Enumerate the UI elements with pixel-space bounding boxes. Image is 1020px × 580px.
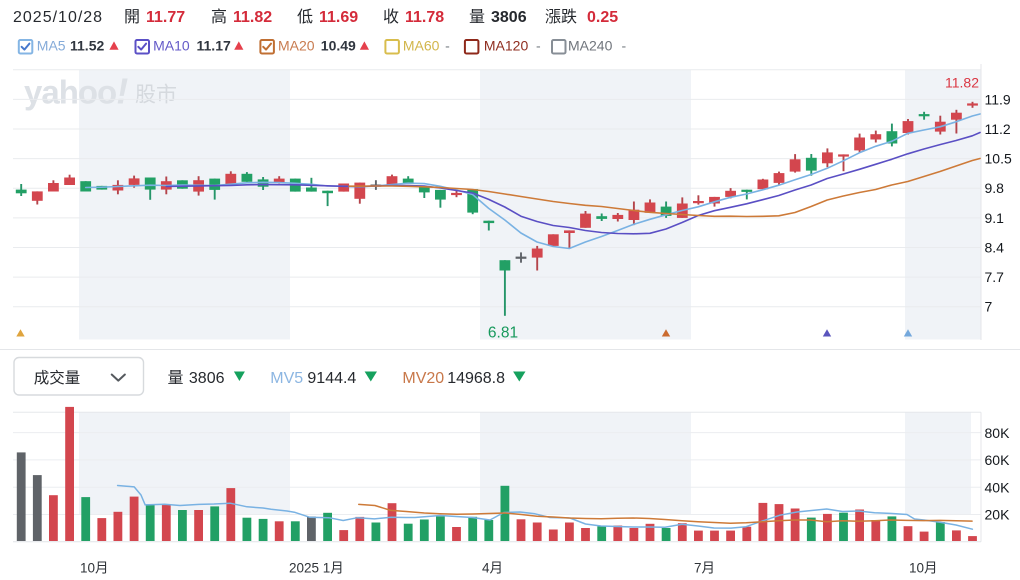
svg-text:11.78: 11.78 (405, 9, 444, 26)
svg-text:3806: 3806 (491, 9, 527, 26)
svg-text:3806: 3806 (189, 370, 225, 387)
svg-text:11.69: 11.69 (319, 9, 358, 26)
svg-text:9144.4: 9144.4 (307, 370, 356, 387)
svg-text:MA120: MA120 (484, 38, 529, 54)
svg-text:60K: 60K (985, 452, 1011, 468)
svg-text:9.8: 9.8 (985, 180, 1005, 196)
svg-text:低: 低 (297, 8, 313, 26)
svg-text:2025 1月: 2025 1月 (289, 561, 344, 576)
svg-text:-: - (445, 38, 450, 54)
svg-text:MA20: MA20 (278, 38, 315, 54)
svg-text:14968.8: 14968.8 (447, 370, 505, 387)
svg-text:成交量: 成交量 (34, 369, 81, 387)
svg-text:4月: 4月 (482, 561, 503, 576)
svg-text:80K: 80K (985, 425, 1011, 441)
svg-text:MA10: MA10 (153, 38, 190, 54)
svg-text:2025/10/28: 2025/10/28 (13, 9, 103, 26)
svg-text:7月: 7月 (694, 561, 715, 576)
svg-text:11.2: 11.2 (985, 121, 1011, 137)
svg-text:9.1: 9.1 (985, 210, 1005, 226)
svg-text:MV5: MV5 (270, 370, 303, 387)
svg-text:量: 量 (469, 9, 485, 26)
svg-text:11.77: 11.77 (146, 9, 185, 26)
svg-text:yahoo!: yahoo! (24, 71, 128, 112)
svg-text:10.5: 10.5 (985, 151, 1012, 167)
svg-text:7: 7 (985, 299, 993, 315)
svg-text:20K: 20K (985, 507, 1011, 523)
svg-text:7.7: 7.7 (985, 269, 1005, 285)
svg-text:MA240: MA240 (568, 38, 613, 54)
svg-text:收: 收 (383, 8, 399, 26)
svg-text:漲跌: 漲跌 (545, 8, 577, 26)
svg-text:6.81: 6.81 (488, 325, 518, 342)
svg-text:11.82: 11.82 (945, 75, 979, 91)
svg-text:10月: 10月 (909, 561, 938, 576)
svg-text:8.4: 8.4 (985, 240, 1005, 256)
svg-text:40K: 40K (985, 479, 1011, 495)
svg-text:量: 量 (168, 370, 184, 387)
svg-text:11.17: 11.17 (197, 38, 231, 54)
svg-text:-: - (622, 38, 627, 54)
svg-text:0.25: 0.25 (587, 9, 618, 26)
svg-text:MA60: MA60 (403, 38, 440, 54)
svg-text:高: 高 (211, 8, 227, 26)
svg-text:11.52: 11.52 (70, 38, 104, 54)
svg-text:10月: 10月 (80, 561, 109, 576)
svg-text:10.49: 10.49 (321, 38, 356, 54)
svg-text:開: 開 (124, 9, 140, 26)
svg-text:股市: 股市 (135, 84, 177, 107)
svg-text:11.9: 11.9 (985, 91, 1011, 107)
svg-text:MA5: MA5 (37, 38, 66, 54)
svg-text:-: - (536, 38, 541, 54)
svg-text:MV20: MV20 (402, 370, 444, 387)
svg-text:11.82: 11.82 (233, 9, 272, 26)
